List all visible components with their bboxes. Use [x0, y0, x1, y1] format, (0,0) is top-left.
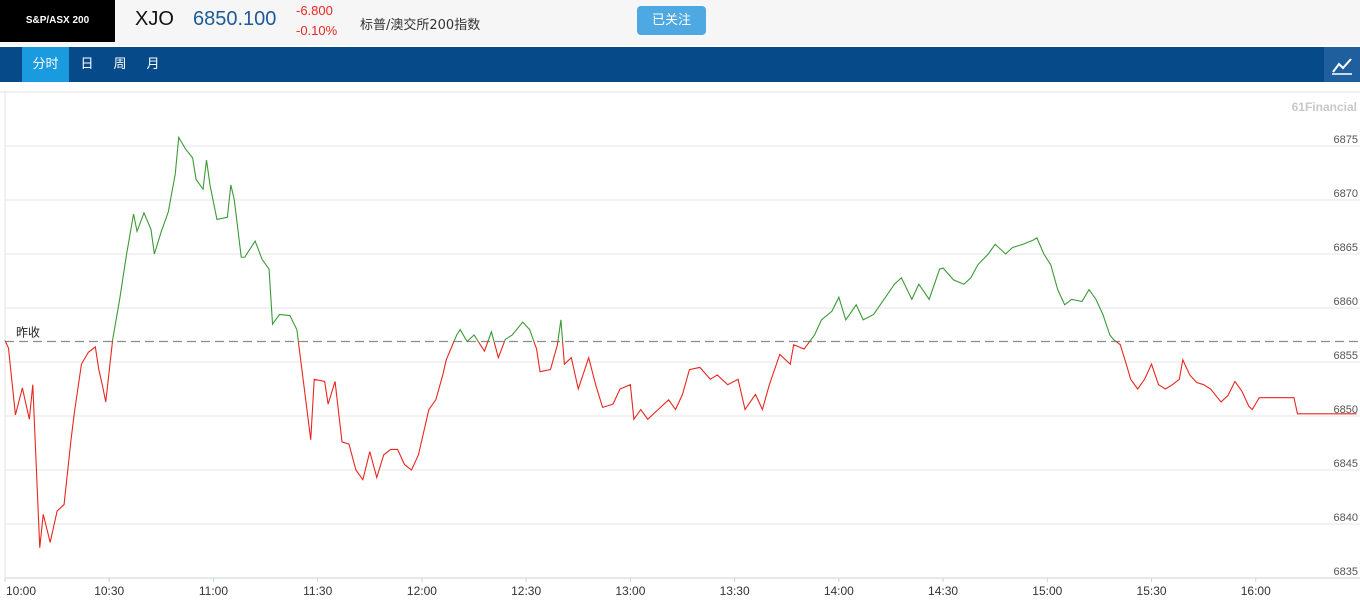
x-tick-label: 14:00	[824, 584, 854, 598]
tab[interactable]: 分时	[22, 47, 69, 82]
change: -6.800	[296, 3, 333, 18]
y-tick-label: 6860	[1334, 296, 1358, 308]
symbol: XJO	[135, 8, 174, 30]
tab[interactable]: 周	[113, 57, 127, 72]
x-tick-label: 11:30	[303, 584, 332, 598]
x-tick-label: 16:00	[1241, 584, 1271, 598]
y-tick-label: 6875	[1334, 134, 1358, 146]
tab[interactable]: 月	[146, 57, 160, 72]
x-tick-label: 12:30	[511, 584, 541, 598]
header: S&P/ASX 200 XJO 6850.100 -6.800 -0.10% 标…	[0, 0, 1360, 45]
y-tick-label: 6835	[1334, 566, 1358, 578]
tab-bar: 分时 日 周 月	[0, 47, 1360, 82]
index-name: 标普/澳交所200指数	[360, 18, 481, 33]
tab[interactable]: 日	[80, 57, 94, 72]
x-tick-label: 14:30	[928, 584, 958, 598]
change-percent: -0.10%	[296, 23, 338, 38]
y-tick-label: 6845	[1334, 458, 1358, 470]
x-tick-label: 10:30	[94, 584, 124, 598]
x-tick-label: 12:00	[407, 584, 437, 598]
x-tick-label: 11:00	[199, 584, 228, 598]
reference-label: 昨收	[16, 326, 40, 340]
y-tick-label: 6850	[1334, 404, 1358, 416]
y-tick-label: 6855	[1334, 350, 1358, 362]
logo: S&P/ASX 200	[0, 0, 115, 42]
y-tick-label: 6870	[1334, 188, 1358, 200]
x-tick-label: 13:30	[720, 584, 750, 598]
y-tick-label: 6865	[1334, 242, 1358, 254]
x-tick-label: 15:30	[1137, 584, 1167, 598]
x-tick-label: 15:00	[1032, 584, 1062, 598]
y-tick-label: 6840	[1334, 512, 1358, 524]
follow-button[interactable]: 已关注	[637, 6, 706, 35]
price: 6850.100	[193, 8, 277, 30]
chart: 61Financial 6835 6840 6845 6850 6855 6860 6865…	[0, 91, 1360, 598]
icon-graphic	[1332, 58, 1352, 75]
x-tick-label: 13:00	[615, 584, 645, 598]
chart-type-icon[interactable]	[1324, 47, 1360, 82]
x-tick-label: 10:00	[6, 584, 36, 598]
watermark: 61Financial	[1292, 100, 1357, 114]
price-line	[4, 135, 1357, 548]
